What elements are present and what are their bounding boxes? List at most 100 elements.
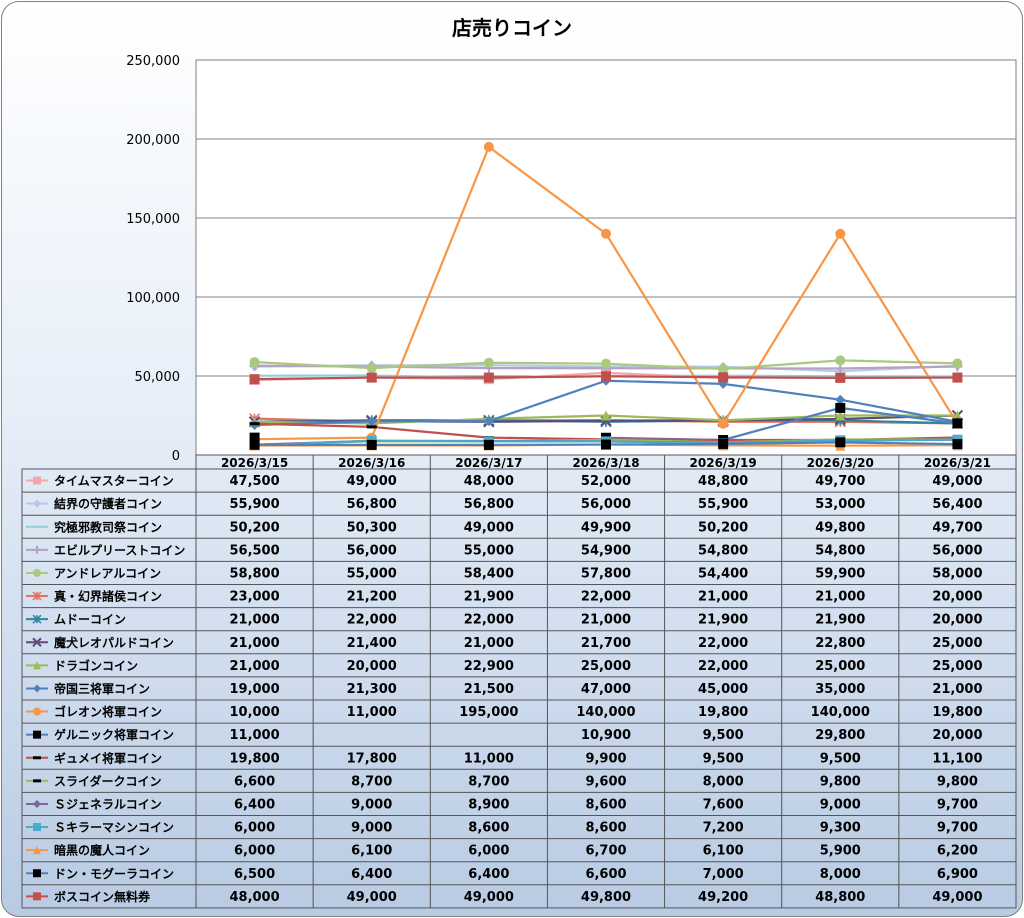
- table-cell: 9,000: [351, 797, 392, 812]
- table-cell: 56,000: [347, 543, 397, 558]
- table-cell: 25,000: [932, 659, 982, 674]
- table-cell: 6,100: [351, 844, 392, 859]
- data-point: [835, 372, 846, 383]
- table-cell: 9,700: [937, 797, 978, 812]
- table-cell: 56,000: [932, 543, 982, 558]
- table-cell: 54,900: [581, 543, 631, 558]
- data-point: [33, 568, 41, 577]
- series: [249, 371, 963, 385]
- data-point: [32, 614, 42, 624]
- table-cell: 6,000: [468, 844, 509, 859]
- x-tick-label: 2026/3/16: [338, 456, 405, 470]
- data-point: [32, 591, 42, 601]
- y-tick-label: 0: [172, 449, 180, 464]
- data-point: [601, 439, 611, 450]
- data-point: [483, 416, 494, 427]
- table-cell: 9,500: [703, 751, 744, 766]
- table-cell: 21,300: [347, 682, 397, 697]
- table-border: [195, 454, 1017, 909]
- legend-label: 結界の守護者コイン: [54, 496, 162, 511]
- data-point: [835, 437, 846, 448]
- data-point: [249, 432, 260, 443]
- table-cell: 22,800: [815, 636, 865, 651]
- table-cell: 49,700: [815, 474, 865, 489]
- table-cell: 10,900: [581, 728, 631, 743]
- data-point: [718, 438, 729, 449]
- table-cell: 48,800: [698, 474, 748, 489]
- table-cell: 6,400: [351, 867, 392, 882]
- table-cell: 21,200: [347, 590, 397, 605]
- table-cell: 21,000: [229, 613, 279, 628]
- table-cell: 21,000: [932, 682, 982, 697]
- x-tick-label: 2026/3/17: [455, 456, 522, 470]
- table-cell: 9,900: [585, 751, 626, 766]
- table-cell: 54,800: [815, 543, 865, 558]
- table-cell: 57,800: [581, 566, 631, 581]
- data-point: [601, 358, 611, 369]
- table-cell: 45,000: [698, 682, 748, 697]
- table-cell: 17,800: [347, 751, 397, 766]
- legend-label: Ｓジェネラルコイン: [54, 797, 162, 811]
- table-cell: 195,000: [459, 705, 518, 720]
- data-point: [33, 499, 41, 508]
- table-cell: 47,500: [229, 474, 279, 489]
- table-cell: 25,000: [815, 659, 865, 674]
- table-cell: 20,000: [932, 613, 982, 628]
- data-point: [249, 357, 260, 368]
- table-cell: 58,400: [464, 566, 514, 581]
- table-cell: 5,900: [820, 844, 861, 859]
- legend-label: 暗黒の魔人コイン: [54, 843, 150, 858]
- table-cell: 25,000: [581, 659, 631, 674]
- table-cell: 48,000: [464, 474, 514, 489]
- legend-label: 帝国三将軍コイン: [54, 681, 150, 696]
- table-cell: 49,800: [815, 520, 865, 535]
- data-point: [835, 394, 846, 405]
- legend-label: ゴレオン将軍コイン: [54, 704, 162, 719]
- data-point: [33, 476, 41, 485]
- table-cell: 21,500: [464, 682, 514, 697]
- table-cell: 55,000: [464, 543, 514, 558]
- series: [249, 437, 963, 450]
- table-cell: 21,900: [815, 613, 865, 628]
- table-cell: 8,000: [820, 867, 861, 882]
- table-cell: 7,000: [703, 867, 744, 882]
- table-cell: 9,800: [937, 774, 978, 789]
- data-point: [33, 779, 41, 783]
- data-point: [835, 402, 846, 413]
- x-tick-label: 2026/3/20: [807, 456, 874, 470]
- x-tick-label: 2026/3/19: [690, 456, 757, 470]
- legend-label: ドラゴンコイン: [54, 658, 138, 673]
- data-point: [835, 410, 846, 421]
- data-point: [249, 374, 260, 385]
- data-point: [33, 684, 41, 693]
- table-cell: 6,700: [585, 844, 626, 859]
- table-cell: 56,000: [581, 497, 631, 512]
- table-cell: 21,700: [581, 636, 631, 651]
- legend-label: 究極邪教司祭コイン: [54, 519, 162, 534]
- y-tick-label: 250,000: [126, 54, 180, 69]
- x-tick-label: 2026/3/15: [221, 456, 288, 470]
- table-cell: 22,000: [464, 613, 514, 628]
- table-cell: 21,000: [815, 590, 865, 605]
- table-cell: 8,600: [585, 797, 626, 812]
- table-cell: 6,600: [234, 774, 275, 789]
- table-cell: 21,000: [464, 636, 514, 651]
- table-cell: 19,800: [698, 705, 748, 720]
- legend-label: スライダークコイン: [54, 773, 162, 788]
- series-lines: [248, 141, 964, 451]
- legend-label: タイムマスターコイン: [54, 474, 174, 488]
- table-cell: 55,900: [698, 497, 748, 512]
- data-point: [33, 892, 41, 901]
- table-cell: 50,200: [698, 520, 748, 535]
- table-cell: 9,000: [820, 797, 861, 812]
- table-cell: 8,900: [468, 797, 509, 812]
- data-point: [718, 418, 729, 429]
- y-tick-label: 200,000: [126, 133, 180, 148]
- legend-label: ゲルニック将軍コイン: [54, 727, 174, 742]
- table-cell: 49,000: [932, 474, 982, 489]
- table-cell: 20,000: [347, 659, 397, 674]
- data-point: [601, 410, 611, 421]
- legend-label: ギュメイ将軍コイン: [54, 750, 162, 765]
- table-cell: 9,800: [820, 774, 861, 789]
